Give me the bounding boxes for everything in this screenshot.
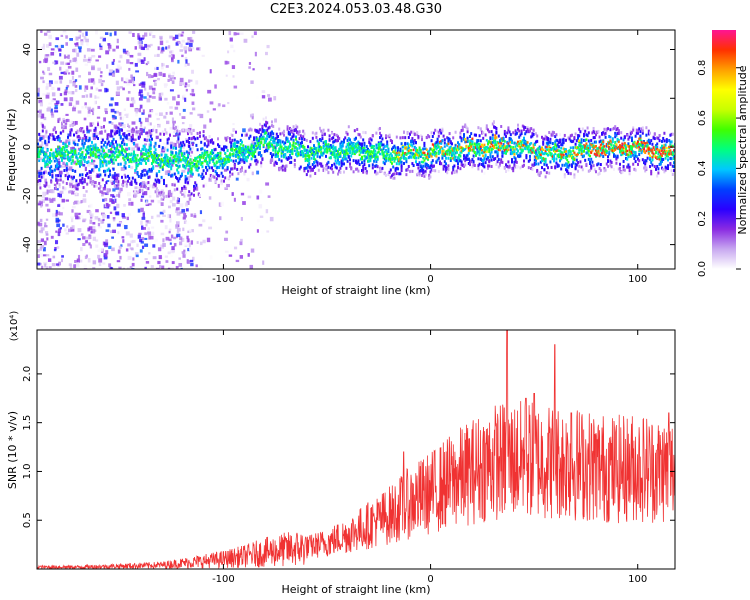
spectrogram-y-axis-label: Frequency (Hz)	[5, 109, 18, 192]
snr-x-tick-label: 100	[628, 574, 647, 585]
spectrogram-x-tick-label: -100	[212, 274, 235, 285]
snr-y-tick-label: 1.5	[22, 415, 33, 431]
spectrogram-y-tick-label: -20	[22, 188, 33, 204]
snr-x-tick-label: -100	[212, 574, 235, 585]
snr-frame	[36, 329, 676, 570]
colorbar-label: Normalized spectral amplitude	[736, 65, 749, 234]
colorbar-tick-label: 0.6	[697, 110, 708, 126]
snr-series-line	[37, 330, 675, 569]
spectrogram-y-tick-label: -40	[22, 236, 33, 252]
spectrogram-ridge	[37, 116, 675, 201]
colorbar-tick-label: 0.4	[697, 160, 708, 176]
snr-y-tick-label: 0.5	[22, 512, 33, 528]
colorbar-tick-label: 0.0	[697, 261, 708, 277]
spectrogram-x-tick-label: 100	[628, 274, 647, 285]
snr-x-tick-label: 0	[427, 574, 433, 585]
snr-y-tick-label: 1.0	[22, 463, 33, 479]
snr-chart: -100 0 100 0.5 1.0 1.5 2.0 Height of straight …	[6, 311, 676, 596]
snr-y-tick-label: 2.0	[22, 366, 33, 382]
spectrogram-y-tick-label: 0	[22, 144, 33, 150]
colorbar-tick-label: 0.8	[697, 60, 708, 76]
snr-y-axis-label: SNR (10 * v/v)	[6, 411, 19, 489]
colorbar-tick-label: 0.2	[697, 211, 708, 227]
colorbar	[712, 30, 736, 269]
snr-x-axis-label: Height of straight line (km)	[281, 583, 430, 596]
spectrogram-frame	[36, 29, 676, 270]
spectrogram-y-tick-label: 20	[22, 92, 33, 105]
spectrogram-y-tick-label: 40	[22, 43, 33, 56]
page-title: C2E3.2024.053.03.48.G30	[269, 2, 443, 17]
spectrogram-x-tick-label: 0	[427, 274, 433, 285]
snr-multiplier-label: (x10⁴)	[9, 311, 20, 342]
spectrogram-x-axis-label: Height of straight line (km)	[281, 284, 430, 297]
spectrogram-chart: -100 0 100 -40 -20 0 20 40 Height of straight l…	[5, 29, 749, 297]
